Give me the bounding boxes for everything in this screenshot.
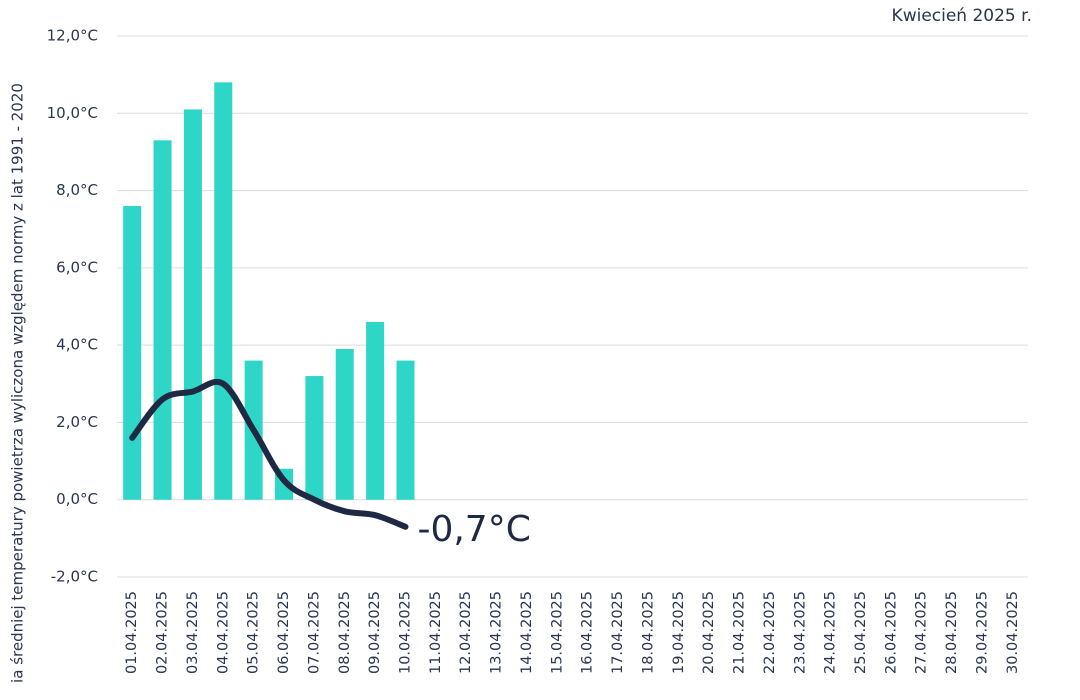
- bar: [153, 140, 172, 500]
- bar: [366, 321, 385, 500]
- bar: [396, 360, 415, 500]
- x-tick-label: 10.04.2025: [397, 591, 413, 674]
- x-tick-label: 23.04.2025: [792, 591, 808, 674]
- x-tick-label: 04.04.2025: [215, 591, 231, 674]
- x-tick-label: 07.04.2025: [306, 591, 322, 674]
- x-tick-label: 19.04.2025: [671, 591, 687, 674]
- bar: [305, 376, 324, 500]
- y-tick-label: 2,0°C: [56, 413, 98, 431]
- x-tick-label: 27.04.2025: [914, 591, 930, 674]
- x-tick-label: 06.04.2025: [276, 591, 292, 674]
- x-tick-label: 05.04.2025: [246, 591, 262, 674]
- x-tick-label: 25.04.2025: [853, 591, 869, 674]
- x-tick-label: 09.04.2025: [367, 591, 383, 674]
- chart-title: Kwiecień 2025 r.: [892, 6, 1032, 26]
- bar: [214, 82, 233, 500]
- x-tick-label: 20.04.2025: [701, 591, 717, 674]
- x-tick-label: 01.04.2025: [124, 591, 140, 674]
- x-tick-label: 11.04.2025: [428, 591, 444, 674]
- bar: [335, 349, 354, 500]
- x-tick-label: 29.04.2025: [974, 591, 990, 674]
- x-tick-label: 17.04.2025: [610, 591, 626, 674]
- data-label: -0,7°C: [417, 509, 530, 550]
- bar: [123, 206, 142, 500]
- y-tick-label: 0,0°C: [56, 490, 98, 508]
- x-tick-label: 30.04.2025: [1005, 591, 1021, 674]
- y-tick-label: 6,0°C: [56, 258, 98, 276]
- line: [129, 378, 409, 530]
- x-tick-label: 28.04.2025: [944, 591, 960, 674]
- x-tick-label: 16.04.2025: [580, 591, 596, 674]
- x-tick-label: 03.04.2025: [185, 591, 201, 674]
- x-tick-label: 26.04.2025: [883, 591, 899, 674]
- y-tick-label: 4,0°C: [56, 336, 98, 354]
- x-tick-label: 21.04.2025: [732, 591, 748, 674]
- y-axis-label: ia średniej temperatury powietrza wylicz…: [9, 83, 27, 683]
- x-tick-label: 15.04.2025: [549, 591, 565, 674]
- x-tick-label: 02.04.2025: [155, 591, 171, 674]
- x-tick-label: 08.04.2025: [337, 591, 353, 674]
- x-tick-label: 14.04.2025: [519, 591, 535, 674]
- y-tick-label: 10,0°C: [47, 104, 98, 122]
- x-tick-label: 12.04.2025: [458, 591, 474, 674]
- y-tick-label: -2,0°C: [51, 568, 98, 586]
- x-tick-label: 13.04.2025: [489, 591, 505, 674]
- x-tick-label: 24.04.2025: [823, 591, 839, 674]
- x-tick-label: 22.04.2025: [762, 591, 778, 674]
- y-tick-label: 12,0°C: [47, 27, 98, 45]
- x-tick-label: 18.04.2025: [640, 591, 656, 674]
- y-tick-label: 8,0°C: [56, 181, 98, 199]
- bar: [183, 109, 202, 500]
